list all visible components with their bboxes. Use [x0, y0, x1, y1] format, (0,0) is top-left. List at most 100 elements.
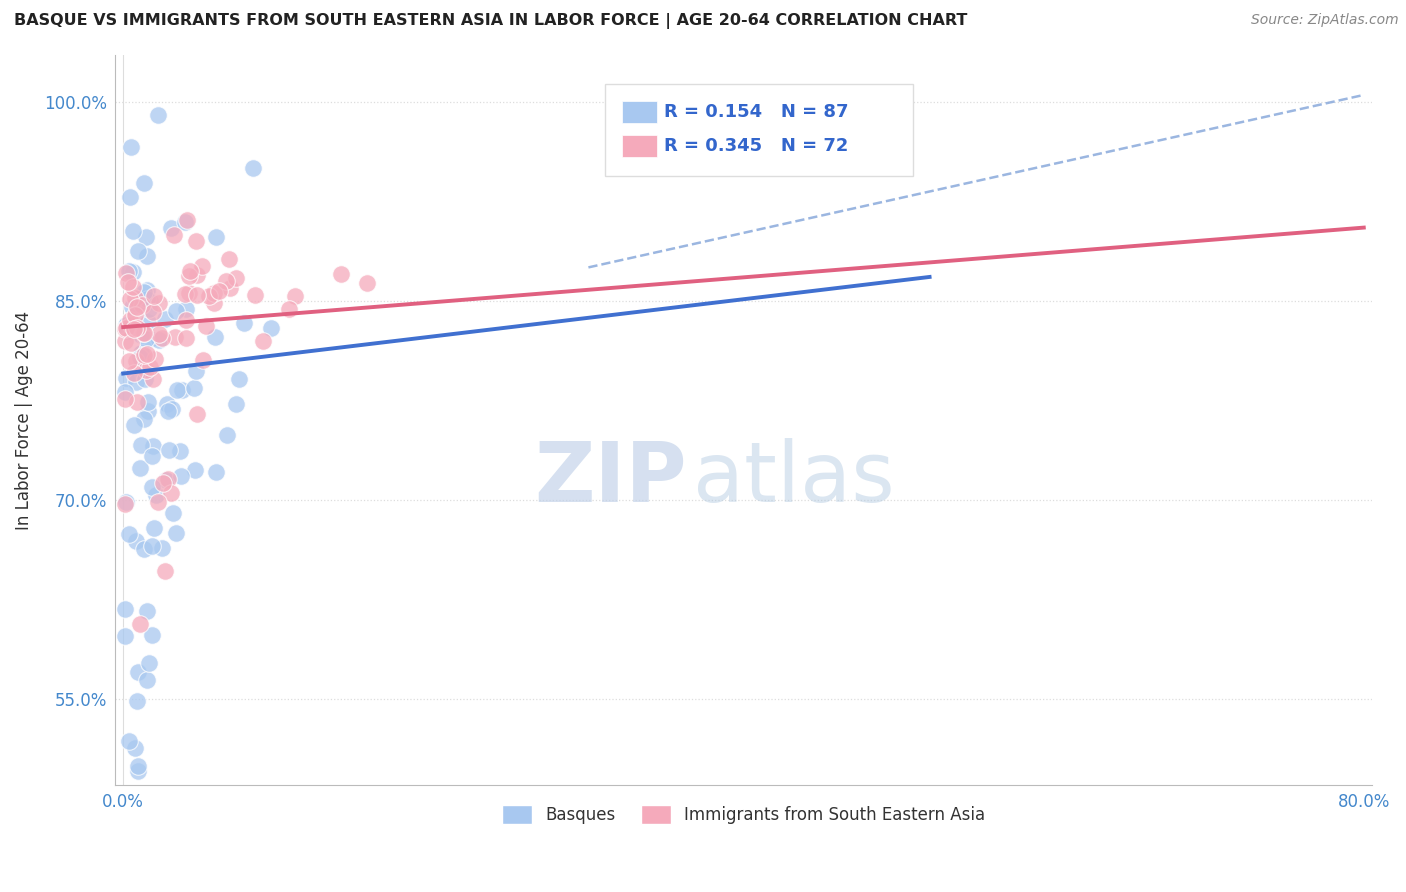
Point — [183, 463, 205, 477]
Point — [114, 385, 136, 400]
Point — [118, 354, 141, 368]
Point — [215, 274, 238, 288]
Point — [170, 469, 193, 483]
Point — [186, 364, 208, 378]
Point — [284, 289, 307, 303]
Point — [160, 221, 183, 235]
Point — [330, 267, 353, 281]
Bar — [621, 136, 657, 157]
Point — [138, 404, 160, 418]
Point — [136, 673, 159, 687]
Point — [118, 264, 141, 278]
Point — [163, 227, 186, 242]
Point — [260, 321, 283, 335]
Point — [136, 604, 159, 618]
Point — [142, 439, 165, 453]
Point — [132, 412, 155, 426]
Point — [218, 280, 240, 294]
Point — [176, 312, 198, 326]
Point — [173, 286, 195, 301]
Point — [114, 322, 136, 336]
Point — [148, 295, 170, 310]
Text: R = 0.345   N = 72: R = 0.345 N = 72 — [665, 137, 849, 155]
Point — [205, 465, 228, 479]
Text: R = 0.154   N = 87: R = 0.154 N = 87 — [665, 103, 849, 121]
Point — [218, 252, 240, 266]
Point — [176, 213, 198, 227]
Point — [132, 348, 155, 362]
Point — [120, 190, 142, 204]
Point — [127, 665, 149, 679]
Point — [135, 332, 157, 346]
Point — [135, 292, 157, 306]
Point — [114, 334, 136, 348]
Point — [162, 506, 184, 520]
Point — [194, 319, 217, 334]
Point — [202, 286, 225, 301]
Point — [121, 265, 143, 279]
Point — [120, 313, 142, 327]
Point — [135, 230, 157, 244]
Point — [115, 371, 138, 385]
Point — [186, 268, 208, 283]
Point — [205, 230, 228, 244]
Point — [139, 359, 162, 374]
Point — [139, 332, 162, 346]
Point — [125, 694, 148, 708]
Point — [208, 284, 231, 298]
Text: Source: ZipAtlas.com: Source: ZipAtlas.com — [1251, 13, 1399, 28]
Point — [135, 283, 157, 297]
Y-axis label: In Labor Force | Age 20-64: In Labor Force | Age 20-64 — [15, 310, 32, 530]
Point — [204, 329, 226, 343]
Point — [356, 277, 378, 291]
Point — [122, 418, 145, 433]
Point — [143, 289, 166, 303]
Point — [115, 324, 138, 338]
Point — [135, 362, 157, 376]
Point — [184, 235, 207, 249]
Point — [114, 497, 136, 511]
Point — [114, 601, 136, 615]
Point — [165, 304, 187, 318]
Point — [156, 404, 179, 418]
Point — [124, 740, 146, 755]
Point — [127, 764, 149, 779]
Point — [124, 292, 146, 306]
Point — [165, 525, 187, 540]
Point — [114, 629, 136, 643]
Point — [225, 270, 247, 285]
Point — [128, 351, 150, 365]
Point — [278, 301, 301, 316]
Point — [127, 759, 149, 773]
Point — [232, 316, 254, 330]
Point — [156, 397, 179, 411]
Point — [114, 392, 136, 406]
Point — [125, 354, 148, 368]
Point — [179, 264, 201, 278]
Point — [129, 345, 152, 359]
Point — [125, 301, 148, 315]
Point — [143, 352, 166, 367]
Point — [138, 656, 160, 670]
Point — [162, 401, 184, 416]
Point — [125, 395, 148, 409]
Point — [120, 140, 142, 154]
Point — [125, 375, 148, 389]
Point — [141, 539, 163, 553]
Point — [125, 321, 148, 335]
Point — [150, 541, 173, 556]
Point — [193, 353, 215, 368]
Point — [145, 488, 167, 502]
Point — [136, 315, 159, 329]
Point — [134, 372, 156, 386]
Point — [136, 395, 159, 409]
Point — [125, 533, 148, 548]
Point — [243, 288, 266, 302]
Point — [117, 275, 139, 289]
Point — [129, 461, 152, 475]
Point — [118, 292, 141, 306]
Point — [153, 564, 176, 578]
Point — [141, 450, 163, 464]
Point — [183, 381, 205, 395]
FancyBboxPatch shape — [606, 85, 912, 176]
